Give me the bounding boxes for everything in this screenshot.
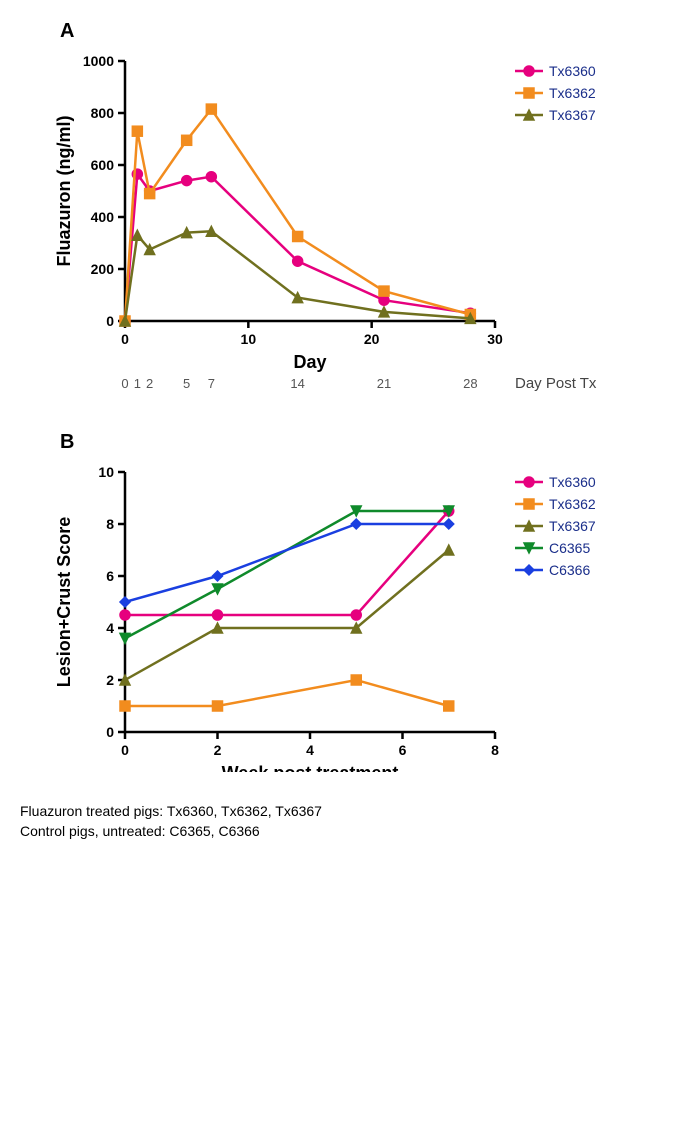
svg-text:Tx6367: Tx6367 [549, 518, 596, 534]
svg-text:20: 20 [364, 331, 380, 347]
svg-text:0: 0 [106, 313, 114, 329]
svg-text:4: 4 [306, 742, 314, 758]
svg-text:28: 28 [463, 376, 477, 391]
svg-text:400: 400 [91, 209, 115, 225]
svg-text:5: 5 [183, 376, 190, 391]
svg-text:7: 7 [208, 376, 215, 391]
chart-b-svg: 0 2 4 6 8 10 0 2 4 6 8 Lesion+Crust Score Week post … [20, 462, 665, 772]
svg-text:Day: Day [293, 352, 326, 372]
chart-a-svg: 020040060080010000102030Fluazuron (ng/ml… [20, 51, 665, 401]
chart-a: 020040060080010000102030Fluazuron (ng/ml… [20, 51, 665, 401]
svg-text:Week post treatment: Week post treatment [222, 763, 399, 772]
svg-text:2: 2 [106, 672, 114, 688]
svg-text:6: 6 [399, 742, 407, 758]
svg-text:Fluazuron (ng/ml): Fluazuron (ng/ml) [54, 116, 74, 267]
figure-caption: Fluazuron treated pigs: Tx6360, Tx6362, … [20, 802, 665, 841]
svg-text:0: 0 [106, 724, 114, 740]
svg-text:Day Post Tx: Day Post Tx [515, 375, 597, 392]
chart-b: 0 2 4 6 8 10 0 2 4 6 8 Lesion+Crust Score Week post … [20, 462, 665, 772]
svg-text:0: 0 [121, 376, 128, 391]
svg-text:1000: 1000 [83, 53, 114, 69]
svg-text:0: 0 [121, 742, 129, 758]
svg-text:Lesion+Crust Score: Lesion+Crust Score [54, 517, 74, 688]
svg-text:14: 14 [290, 376, 304, 391]
caption-line-2: Control pigs, untreated: C6365, C6366 [20, 822, 665, 842]
svg-text:8: 8 [491, 742, 499, 758]
svg-text:2: 2 [146, 376, 153, 391]
svg-text:Tx6360: Tx6360 [549, 474, 596, 490]
svg-text:1: 1 [134, 376, 141, 391]
caption-line-1: Fluazuron treated pigs: Tx6360, Tx6362, … [20, 802, 665, 822]
svg-text:4: 4 [106, 620, 114, 636]
svg-text:Tx6362: Tx6362 [549, 85, 596, 101]
svg-text:21: 21 [377, 376, 391, 391]
panel-b-label: B [60, 431, 665, 454]
svg-text:600: 600 [91, 157, 115, 173]
panel-a-label: A [60, 20, 665, 43]
svg-text:8: 8 [106, 516, 114, 532]
svg-text:10: 10 [98, 464, 114, 480]
svg-text:Tx6360: Tx6360 [549, 63, 596, 79]
svg-text:Tx6367: Tx6367 [549, 107, 596, 123]
svg-text:C6365: C6365 [549, 540, 590, 556]
svg-text:30: 30 [487, 331, 503, 347]
svg-text:2: 2 [214, 742, 222, 758]
svg-text:10: 10 [241, 331, 257, 347]
svg-text:6: 6 [106, 568, 114, 584]
svg-text:Tx6362: Tx6362 [549, 496, 596, 512]
svg-text:200: 200 [91, 261, 115, 277]
svg-text:C6366: C6366 [549, 562, 590, 578]
svg-text:800: 800 [91, 105, 115, 121]
svg-text:0: 0 [121, 331, 129, 347]
